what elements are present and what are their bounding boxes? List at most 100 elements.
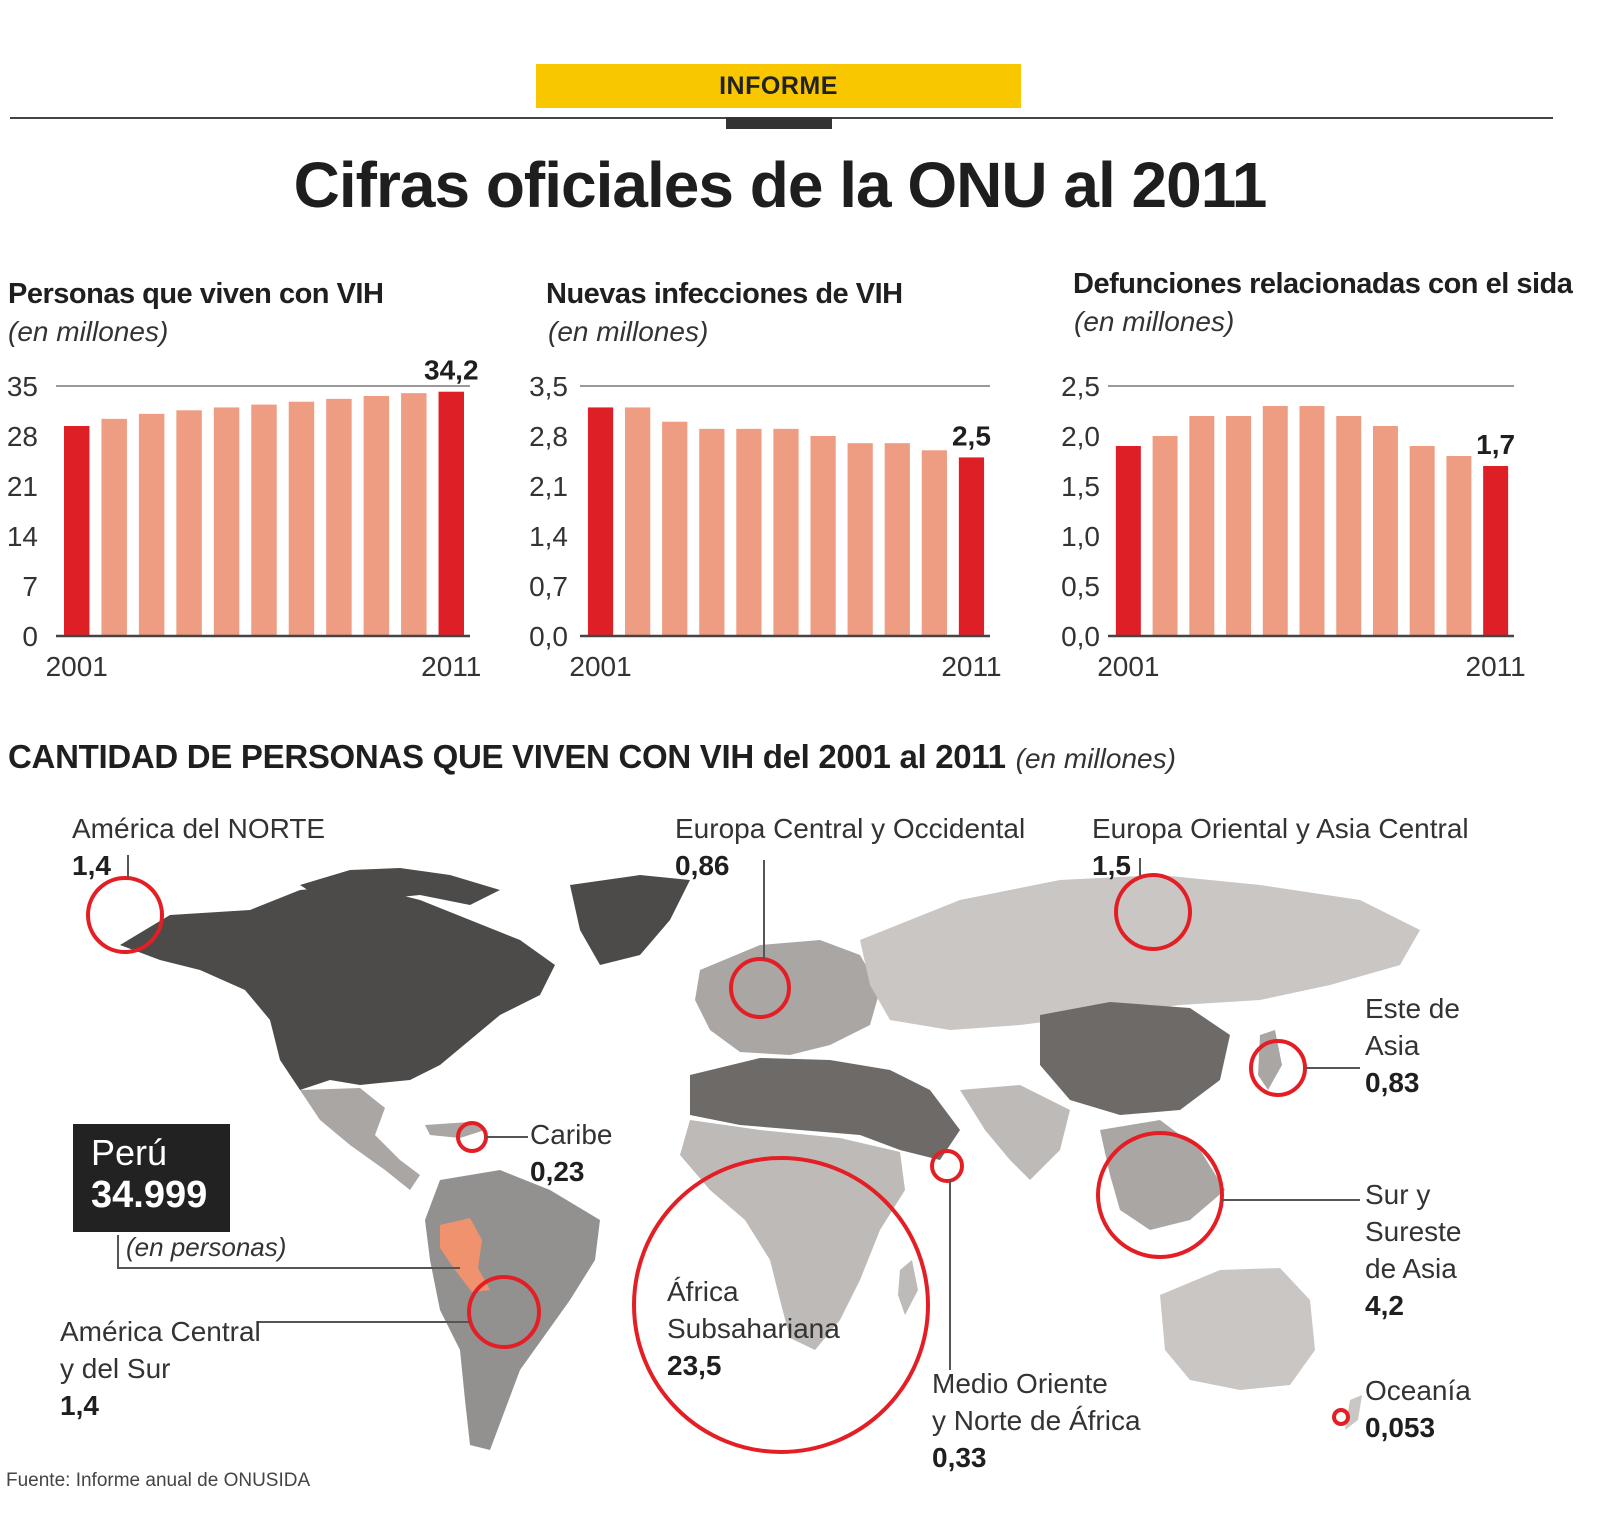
chart-nuevas-infecciones: 0,0 0,7 1,4 2,1 2,8 3,5 2,5 2001 2011 <box>529 371 1002 682</box>
y-tick-label: 14 <box>7 521 38 552</box>
label-europe-east: Europa Oriental y Asia Central 1,5 <box>1092 810 1469 884</box>
chart-1-subtitle: (en millones) <box>8 316 169 347</box>
label-east-asia-value: 0,83 <box>1365 1067 1420 1098</box>
y-tick-label: 0 <box>22 621 38 652</box>
bar <box>101 418 127 636</box>
label-europe-west: Europa Central y Occidental 0,86 <box>675 810 1025 884</box>
bar <box>773 428 799 636</box>
bar <box>625 407 651 636</box>
chart-1-title: Personas que viven con VIH <box>8 278 384 310</box>
bar <box>438 391 465 636</box>
bar <box>1262 406 1288 636</box>
map-australia <box>1160 1268 1315 1390</box>
bar <box>884 443 910 636</box>
x-tick-label: 2011 <box>1466 651 1526 682</box>
y-tick-label: 21 <box>7 471 38 502</box>
bar <box>847 443 873 636</box>
label-europe-west-name: Europa Central y Occidental <box>675 813 1026 844</box>
circle-europe-east <box>1114 873 1192 951</box>
peru-callout: Perú 34.999 <box>73 1124 230 1232</box>
y-tick-label: 0,7 <box>529 571 568 602</box>
x-tick-label: 2001 <box>569 651 631 682</box>
bar <box>326 398 352 636</box>
bar <box>1483 466 1509 636</box>
bar <box>1299 406 1325 636</box>
y-tick-label: 35 <box>7 371 38 402</box>
label-middle-east: Medio Oriente y Norte de África 0,33 <box>932 1365 1141 1476</box>
label-subsaharan-line2: Subsahariana <box>667 1313 840 1344</box>
map-southeast-asia <box>1100 1120 1225 1230</box>
label-subsaharan-value: 23,5 <box>667 1350 722 1381</box>
label-caribbean-name: Caribe <box>530 1119 613 1150</box>
circle-subsaharan-africa <box>632 1156 930 1454</box>
label-caribbean: Caribe 0,23 <box>530 1116 612 1190</box>
map-madagascar <box>898 1260 918 1315</box>
peru-name: Perú <box>91 1132 168 1173</box>
bar <box>363 396 390 636</box>
bar <box>176 410 202 636</box>
circle-oceania <box>1332 1408 1350 1426</box>
map-title-text: CANTIDAD DE PERSONAS QUE VIVEN CON VIH d… <box>8 738 1006 775</box>
chart-2-subtitle: (en millones) <box>548 316 709 347</box>
label-east-asia: Este de Asia 0,83 <box>1365 990 1460 1101</box>
map-south-asia <box>960 1085 1070 1180</box>
y-tick-label: 1,0 <box>1061 521 1100 552</box>
label-oceania-name: Oceanía <box>1365 1375 1471 1406</box>
data-label: 34,2 <box>424 355 479 386</box>
label-europe-east-name: Europa Oriental y Asia Central <box>1092 813 1469 844</box>
bar <box>1446 456 1472 636</box>
label-east-asia-line1: Este de <box>1365 993 1460 1024</box>
data-label: 1,7 <box>1476 429 1515 460</box>
map-title-unit: (en millones) <box>1015 743 1176 774</box>
bar <box>1226 416 1252 636</box>
map-caribbean <box>425 1122 485 1138</box>
peru-count: 34.999 <box>91 1174 208 1216</box>
page-title: Cifras oficiales de la ONU al 2011 <box>293 149 1268 221</box>
bar <box>736 428 762 636</box>
label-caribbean-value: 0,23 <box>530 1156 585 1187</box>
x-tick-label: 2011 <box>941 651 1001 682</box>
bar <box>1115 446 1141 636</box>
label-oceania-value: 0,053 <box>1365 1412 1436 1443</box>
chart-3-title: Defunciones relacionadas con el sida <box>1073 268 1573 300</box>
y-tick-label: 2,8 <box>529 421 568 452</box>
y-tick-label: 2,0 <box>1061 421 1100 452</box>
y-tick-label: 2,1 <box>529 471 568 502</box>
header-divider-accent <box>726 117 832 129</box>
bar <box>1336 416 1362 636</box>
leader-peru <box>117 1235 460 1269</box>
label-latin-america-line2: y del Sur <box>60 1353 171 1384</box>
label-middle-east-line2: y Norte de África <box>932 1405 1141 1436</box>
bar <box>921 450 947 636</box>
x-tick-label: 2011 <box>421 651 481 682</box>
circle-middle-east <box>930 1149 964 1183</box>
label-south-asia-line3: de Asia <box>1365 1253 1457 1284</box>
bar <box>810 436 836 636</box>
label-north-america: América del NORTE 1,4 <box>72 810 325 884</box>
label-east-asia-line2: Asia <box>1365 1030 1420 1061</box>
map-title: CANTIDAD DE PERSONAS QUE VIVEN CON VIH d… <box>8 738 1176 776</box>
chart-defunciones: 0,0 0,5 1,0 1,5 2,0 2,5 1,7 2001 2011 <box>1061 371 1526 682</box>
circle-north-america <box>86 876 164 954</box>
y-tick-label: 28 <box>7 421 38 452</box>
world-map <box>86 855 1420 1454</box>
bar <box>1409 446 1435 636</box>
label-middle-east-line1: Medio Oriente <box>932 1368 1108 1399</box>
bar <box>1372 426 1398 636</box>
map-arctic-islands <box>300 868 500 905</box>
y-tick-label: 0,0 <box>1061 621 1100 652</box>
chart-3-subtitle: (en millones) <box>1074 306 1235 337</box>
bar <box>958 457 985 636</box>
label-south-asia-value: 4,2 <box>1365 1290 1404 1321</box>
map-japan <box>1258 1030 1282 1090</box>
y-tick-label: 0,5 <box>1061 571 1100 602</box>
circle-europe-west <box>729 957 791 1019</box>
map-new-zealand <box>1345 1395 1362 1430</box>
y-tick-label: 1,4 <box>529 521 568 552</box>
label-subsaharan-line1: África <box>667 1276 739 1307</box>
bar <box>63 426 90 636</box>
label-south-asia: Sur y Sureste de Asia 4,2 <box>1365 1176 1462 1324</box>
bar <box>251 404 277 636</box>
y-tick-label: 0,0 <box>529 621 568 652</box>
bar <box>288 401 315 636</box>
